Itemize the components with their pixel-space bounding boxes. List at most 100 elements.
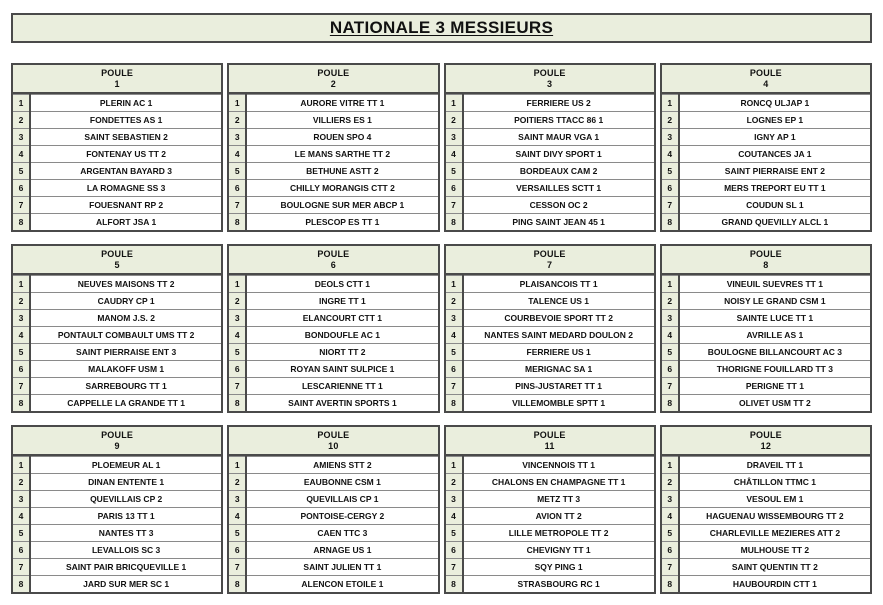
poule-label: POULE [533,430,566,440]
table-row: 2 TALENCE US 1 [445,292,654,310]
club-name-cell: BOULOGNE BILLANCOURT AC 3 [678,343,870,361]
table-row: 2 VILLIERS ES 1 [229,111,438,129]
table-row: 4 HAGUENAU WISSEMBOURG TT 2 [661,507,870,525]
club-name-cell: IGNY AP 1 [678,128,870,146]
table-row: 8 ALFORT JSA 1 [13,213,222,230]
table-row: 5 LILLE METROPOLE TT 2 [445,524,654,542]
poule-label: POULE [749,249,782,259]
club-name-cell: BONDOUFLE AC 1 [245,326,438,344]
club-name-cell: FOUESNANT RP 2 [29,196,222,214]
table-row: 4 PARIS 13 TT 1 [13,507,222,525]
table-row: 8 PING SAINT JEAN 45 1 [445,213,654,230]
rank-cell: 1 [661,94,680,112]
poule-table-12: POULE 12 1 DRAVEIL TT 1 2 CHÂTILLON TTMC 1 3 VE… [659,425,872,594]
table-row: 3 COURBEVOIE SPORT TT 2 [445,309,654,327]
table-row: 8 OLIVET USM TT 2 [661,394,870,411]
poule-table-6: POULE 6 1 DEOLS CTT 1 2 INGRE TT 1 3 ELANCOURT … [227,244,440,413]
table-row: 1 DEOLS CTT 1 [229,275,438,293]
rank-cell: 2 [445,111,464,129]
table-row: 8 STRASBOURG RC 1 [445,575,654,592]
club-name-cell: VILLIERS ES 1 [245,111,438,129]
table-row: 6 LA ROMAGNE SS 3 [13,179,222,197]
rank-cell: 7 [229,558,248,576]
table-row: 2 NOISY LE GRAND CSM 1 [661,292,870,310]
club-name-cell: LOGNES EP 1 [678,111,870,129]
poule-table-11: POULE 11 1 VINCENNOIS TT 1 2 CHALONS EN CHAMP… [443,425,656,594]
rank-cell: 4 [661,326,680,344]
rank-cell: 1 [661,275,680,293]
rank-cell: 4 [661,507,680,525]
table-row: 6 CHEVIGNY TT 1 [445,541,654,559]
rank-cell: 2 [229,292,248,310]
club-name-cell: AVRILLE AS 1 [678,326,870,344]
rank-cell: 6 [661,179,680,197]
rank-cell: 8 [13,575,31,592]
table-row: 4 PONTOISE-CERGY 2 [229,507,438,525]
table-row: 4 FONTENAY US TT 2 [13,145,222,163]
poule-header: POULE 11 [445,427,654,456]
poule-club-list: 1 PLOEMEUR AL 1 2 DINAN ENTENTE 1 3 QUEVILLAI… [13,456,222,592]
table-row: 4 PONTAULT COMBAULT UMS TT 2 [13,326,222,344]
table-row: 4 COUTANCES JA 1 [661,145,870,163]
poule-header: POULE 1 [13,65,222,94]
table-row: 3 MANOM J.S. 2 [13,309,222,327]
rank-cell: 1 [445,275,464,293]
table-row: 4 AVRILLE AS 1 [661,326,870,344]
table-row: 3 ROUEN SPO 4 [229,128,438,146]
poule-club-list: 1 FERRIERE US 2 2 POITIERS TTACC 86 1 3 SAINT… [445,94,654,230]
table-row: 1 FERRIERE US 2 [445,94,654,112]
poule-header: POULE 4 [661,65,870,94]
poule-number: 12 [760,441,772,451]
rank-cell: 8 [445,575,464,592]
table-row: 2 CHÂTILLON TTMC 1 [661,473,870,491]
club-name-cell: DINAN ENTENTE 1 [29,473,222,491]
club-name-cell: SQY PING 1 [461,558,654,576]
table-row: 5 CAEN TTC 3 [229,524,438,542]
table-row: 7 FOUESNANT RP 2 [13,196,222,214]
club-name-cell: METZ TT 3 [461,490,654,508]
table-row: 8 ALENCON ETOILE 1 [229,575,438,592]
poule-table-3: POULE 3 1 FERRIERE US 2 2 POITIERS TTACC 86 1… [443,63,656,232]
table-row: 6 MULHOUSE TT 2 [661,541,870,559]
poule-label: POULE [749,68,782,78]
club-name-cell: STRASBOURG RC 1 [461,575,654,592]
rank-cell: 3 [445,309,464,327]
table-row: 8 VILLEMOMBLE SPTT 1 [445,394,654,411]
rank-cell: 3 [445,490,464,508]
club-name-cell: PLERIN AC 1 [29,94,222,112]
rank-cell: 4 [229,326,248,344]
rank-cell: 5 [13,524,31,542]
table-row: 3 VESOUL EM 1 [661,490,870,508]
table-row: 2 LOGNES EP 1 [661,111,870,129]
rank-cell: 7 [445,377,464,395]
rank-cell: 1 [445,456,464,474]
rank-cell: 8 [13,394,31,411]
club-name-cell: ROYAN SAINT SULPICE 1 [245,360,438,378]
rank-cell: 8 [229,575,248,592]
rank-cell: 8 [661,394,680,411]
club-name-cell: OLIVET USM TT 2 [678,394,870,411]
club-name-cell: DRAVEIL TT 1 [678,456,870,474]
rank-cell: 1 [229,275,248,293]
club-name-cell: PERIGNE TT 1 [678,377,870,395]
rank-cell: 8 [661,575,680,592]
poule-label: POULE [101,68,134,78]
club-name-cell: PING SAINT JEAN 45 1 [461,213,654,230]
rank-cell: 8 [229,394,248,411]
table-row: 3 IGNY AP 1 [661,128,870,146]
poule-club-list: 1 VINCENNOIS TT 1 2 CHALONS EN CHAMPAGNE TT… [445,456,654,592]
poule-block: POULE 1 1 PLERIN AC 1 2 FONDETTES AS 1 3 SAINT … [11,63,872,232]
club-name-cell: SAINT QUENTIN TT 2 [678,558,870,576]
rank-cell: 3 [229,490,248,508]
table-row: 6 MALAKOFF USM 1 [13,360,222,378]
club-name-cell: THORIGNE FOUILLARD TT 3 [678,360,870,378]
rank-cell: 2 [13,292,31,310]
table-row: 1 PLERIN AC 1 [13,94,222,112]
poule-header: POULE 8 [661,246,870,275]
rank-cell: 2 [661,111,680,129]
club-name-cell: SAINT PAIR BRICQUEVILLE 1 [29,558,222,576]
club-name-cell: BORDEAUX CAM 2 [461,162,654,180]
table-row: 7 PERIGNE TT 1 [661,377,870,395]
poule-header: POULE 2 [229,65,438,94]
